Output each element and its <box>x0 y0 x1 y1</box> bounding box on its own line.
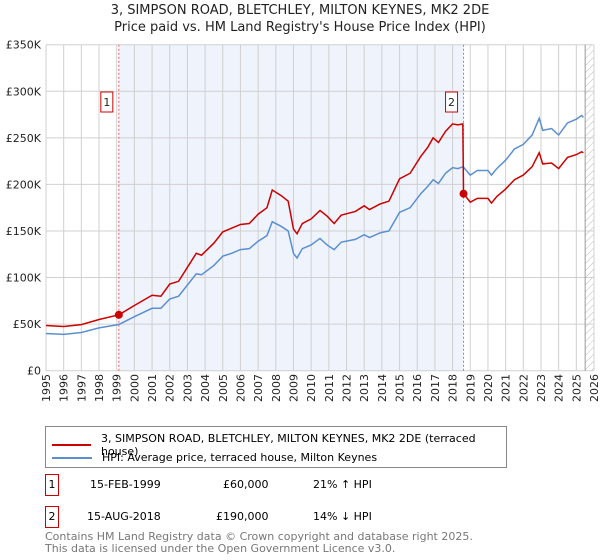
sale-point <box>114 310 123 319</box>
y-tick-label: £0 <box>27 365 41 378</box>
legend-item-hpi: HPI: Average price, terraced house, Milt… <box>52 451 377 464</box>
x-tick-label: 1999 <box>111 374 124 402</box>
x-tick-label: 2008 <box>270 374 283 402</box>
x-tick-label: 2023 <box>535 374 548 402</box>
price-chart: 1995 1996 1997 1998 1999 2000 2001 2002 2003 2004… <box>6 39 600 402</box>
footer-line: Contains HM Land Registry data © Crown c… <box>45 530 473 543</box>
x-tick-label: 2025 <box>570 374 583 402</box>
x-tick-label: 2007 <box>252 374 265 402</box>
footer: Contains HM Land Registry data © Crown c… <box>45 531 473 555</box>
forecast-hatch <box>585 44 594 371</box>
x-tick-label: 1995 <box>40 374 53 402</box>
hpi-line <box>45 114 584 336</box>
x-tick-label: 2005 <box>217 374 230 402</box>
x-tick-label: 2010 <box>305 374 318 402</box>
y-tick-label: £150K <box>6 225 42 238</box>
sale-date: 15-FEB-1999 <box>90 478 161 491</box>
legend-label: 3, SIMPSON ROAD, BLETCHLEY, MILTON KEYNE… <box>100 432 476 458</box>
sale-price: £190,000 <box>216 510 269 523</box>
x-tick-label: 2022 <box>517 374 530 402</box>
legend-item-property: 3, SIMPSON ROAD, BLETCHLEY, MILTON KEYNE… <box>52 432 506 458</box>
sale-date: 15-AUG-2018 <box>87 510 161 523</box>
sale-row: 1 15-FEB-1999 £60,000 21% ↑ HPI <box>45 474 600 496</box>
sale-badge: 2 <box>45 506 59 528</box>
annotation-box <box>445 91 459 113</box>
legend-swatch-red <box>52 444 91 446</box>
x-tick-label: 2006 <box>234 374 247 402</box>
sale-hpi: 14% ↓ HPI <box>313 510 372 523</box>
x-tick-label: 2004 <box>199 374 212 402</box>
y-tick-label: £200K <box>6 178 42 191</box>
annotation-label: 1 <box>103 96 110 109</box>
annotation-label: 2 <box>448 96 455 109</box>
x-tick-label: 2003 <box>181 374 194 402</box>
annotation-box <box>100 91 114 113</box>
sale-period-shade <box>118 44 464 371</box>
sale-badge: 1 <box>45 474 59 496</box>
x-tick-label: 1998 <box>93 374 106 402</box>
y-tick-label: £100K <box>6 272 42 285</box>
sale-point <box>459 189 468 198</box>
footer-line: This data is licensed under the Open Gov… <box>45 542 396 555</box>
legend: 3, SIMPSON ROAD, BLETCHLEY, MILTON KEYNE… <box>45 426 507 468</box>
x-tick-label: 2002 <box>164 374 177 402</box>
y-tick-label: £300K <box>6 85 42 98</box>
x-tick-label: 2013 <box>358 374 371 402</box>
x-tick-label: 2016 <box>411 374 424 402</box>
x-tick-label: 2020 <box>482 374 495 402</box>
chart-subtitle: Price paid vs. HM Land Registry's House … <box>114 20 486 35</box>
x-tick-label: 2011 <box>323 374 336 402</box>
x-tick-label: 2001 <box>146 374 159 402</box>
x-tick-label: 2009 <box>287 374 300 402</box>
y-tick-label: £350K <box>6 39 42 52</box>
legend-swatch-blue <box>52 456 92 459</box>
x-tick-label: 1997 <box>75 374 88 402</box>
x-tick-label: 2017 <box>429 374 442 402</box>
sale-price: £60,000 <box>223 478 269 491</box>
x-tick-label: 2014 <box>376 374 389 402</box>
x-tick-label: 2019 <box>464 374 477 402</box>
sale-hpi: 21% ↑ HPI <box>313 478 372 491</box>
x-tick-label: 2021 <box>500 374 513 402</box>
x-tick-label: 2024 <box>553 374 566 402</box>
x-tick-label: 2015 <box>394 374 407 402</box>
property-price-line <box>45 122 584 328</box>
x-tick-label: 2000 <box>128 374 141 402</box>
x-tick-label: 2012 <box>341 374 354 402</box>
x-tick-label: 2018 <box>447 374 460 402</box>
x-tick-label: 2026 <box>588 374 600 402</box>
x-tick-label: 1996 <box>58 374 71 402</box>
legend-label: HPI: Average price, terraced house, Milt… <box>102 451 378 464</box>
chart-title: 3, SIMPSON ROAD, BLETCHLEY, MILTON KEYNE… <box>110 3 490 18</box>
sale-row: 2 15-AUG-2018 £190,000 14% ↓ HPI <box>45 506 600 528</box>
y-tick-label: £250K <box>6 132 42 145</box>
y-tick-label: £50K <box>13 318 42 331</box>
